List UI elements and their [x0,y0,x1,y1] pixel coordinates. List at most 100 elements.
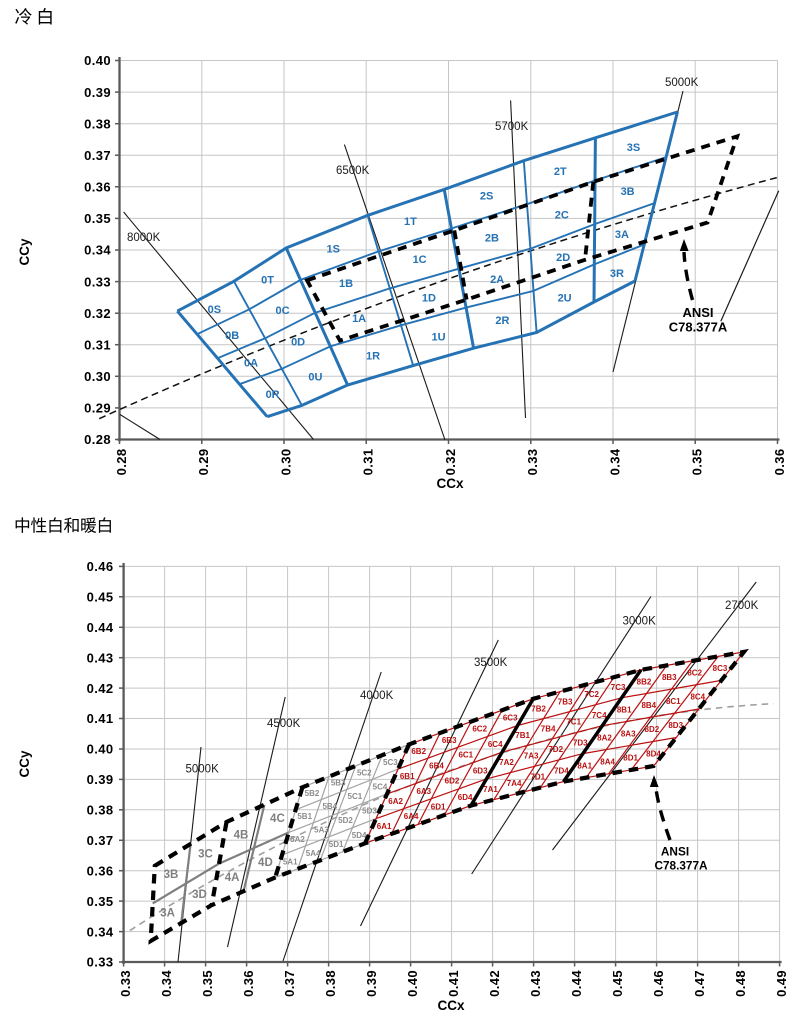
svg-text:1B: 1B [339,278,353,290]
svg-text:0T: 0T [261,275,274,287]
svg-text:0A: 0A [244,357,258,369]
svg-text:1R: 1R [366,351,380,363]
svg-text:0.44: 0.44 [87,620,114,635]
svg-text:0B: 0B [225,330,239,342]
svg-text:7B4: 7B4 [541,725,556,734]
svg-text:8000K: 8000K [127,232,161,244]
svg-text:4A: 4A [225,872,240,884]
svg-text:6B1: 6B1 [400,772,415,781]
svg-text:0.49: 0.49 [774,970,789,997]
svg-text:7C4: 7C4 [592,711,607,720]
svg-text:0.40: 0.40 [405,970,420,997]
svg-text:4500K: 4500K [267,718,301,730]
svg-text:0.36: 0.36 [87,863,114,878]
svg-text:8B3: 8B3 [662,673,677,682]
svg-text:3A: 3A [160,908,175,920]
svg-text:8D2: 8D2 [645,725,660,734]
svg-text:8A3: 8A3 [621,729,636,738]
svg-text:0C: 0C [275,305,289,317]
svg-text:4C: 4C [270,813,285,825]
svg-text:ANSI: ANSI [682,305,713,320]
svg-text:0.32: 0.32 [443,449,458,476]
svg-text:2B: 2B [485,233,499,245]
svg-text:5A2: 5A2 [290,835,305,844]
svg-text:0.37: 0.37 [282,970,297,997]
svg-text:7D2: 7D2 [548,745,563,754]
svg-text:6B4: 6B4 [429,761,444,770]
svg-text:2T: 2T [554,166,567,178]
svg-text:7A3: 7A3 [524,752,539,761]
svg-text:0.35: 0.35 [87,894,114,909]
svg-text:CCx: CCx [437,998,464,1013]
svg-text:0U: 0U [308,371,322,383]
svg-text:8D4: 8D4 [646,750,661,759]
svg-text:0.35: 0.35 [690,449,705,476]
svg-text:6500K: 6500K [336,165,370,177]
svg-text:0.43: 0.43 [87,650,114,665]
svg-text:5B1: 5B1 [297,812,312,821]
svg-text:0.33: 0.33 [87,955,114,970]
svg-text:1D: 1D [422,293,436,305]
svg-text:3B: 3B [621,186,635,198]
svg-text:0.41: 0.41 [446,970,461,997]
svg-text:8B2: 8B2 [637,677,652,686]
svg-text:CCx: CCx [436,476,463,491]
svg-text:8B4: 8B4 [641,701,656,710]
svg-text:0.33: 0.33 [525,449,540,476]
svg-text:5D4: 5D4 [352,831,367,840]
svg-text:0.31: 0.31 [361,449,376,476]
svg-text:8A4: 8A4 [600,758,615,767]
svg-text:6D1: 6D1 [431,803,446,812]
svg-text:2R: 2R [495,315,509,327]
svg-text:C78.377A: C78.377A [669,320,728,335]
svg-text:0.41: 0.41 [87,711,114,726]
svg-text:0.30: 0.30 [84,369,111,384]
svg-text:5B3: 5B3 [331,779,346,788]
svg-text:7B1: 7B1 [515,731,530,740]
svg-text:2C: 2C [555,209,569,221]
svg-text:0.36: 0.36 [772,449,787,476]
svg-text:0.39: 0.39 [84,85,111,100]
svg-text:3B: 3B [164,869,179,881]
svg-text:0.28: 0.28 [114,449,129,476]
svg-text:5700K: 5700K [495,121,529,133]
svg-text:0.40: 0.40 [84,53,111,68]
svg-text:6B2: 6B2 [411,747,426,756]
svg-text:1A: 1A [352,313,366,325]
svg-text:0.29: 0.29 [84,401,111,416]
svg-text:CCy: CCy [17,750,32,777]
svg-text:7A4: 7A4 [507,779,522,788]
svg-text:0.29: 0.29 [196,449,211,476]
svg-text:0.39: 0.39 [87,772,114,787]
svg-text:0.48: 0.48 [733,970,748,997]
svg-text:6A3: 6A3 [416,787,431,796]
svg-text:0.35: 0.35 [84,211,111,226]
svg-text:0.38: 0.38 [323,970,338,997]
svg-text:0.46: 0.46 [87,559,114,574]
svg-text:6C4: 6C4 [488,740,503,749]
svg-text:5C3: 5C3 [383,758,398,767]
svg-text:5C1: 5C1 [348,792,363,801]
svg-text:0.45: 0.45 [610,970,625,997]
svg-text:5A1: 5A1 [283,858,298,867]
svg-text:CCy: CCy [17,238,32,265]
svg-text:7A1: 7A1 [483,785,498,794]
svg-text:0.35: 0.35 [200,970,215,997]
svg-text:6D3: 6D3 [473,766,488,775]
svg-text:0.33: 0.33 [118,970,133,997]
svg-text:5B2: 5B2 [305,789,320,798]
svg-text:7B2: 7B2 [531,704,546,713]
svg-text:0.34: 0.34 [87,924,114,939]
svg-text:1T: 1T [404,216,417,228]
svg-text:8B1: 8B1 [617,705,632,714]
svg-text:0.34: 0.34 [159,970,174,997]
svg-text:7D1: 7D1 [530,773,545,782]
svg-text:5C2: 5C2 [357,768,372,777]
svg-text:ANSI: ANSI [661,845,689,859]
svg-text:0.43: 0.43 [528,970,543,997]
svg-text:C78.377A: C78.377A [654,859,708,873]
svg-text:1C: 1C [413,254,427,266]
svg-text:3C: 3C [198,848,213,860]
svg-text:0.28: 0.28 [84,432,111,447]
svg-text:7C3: 7C3 [611,683,626,692]
